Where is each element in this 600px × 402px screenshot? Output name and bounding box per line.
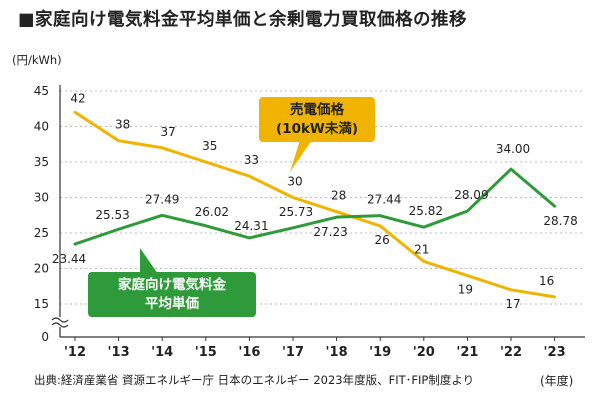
fit-callout-pointer	[290, 140, 312, 172]
source-note: 出典:経済産業省 資源エネルギー庁 日本のエネルギー 2023年度版、FIT･F…	[34, 373, 475, 387]
fit-data-label: 33	[244, 153, 259, 167]
fit-data-label: 28	[331, 189, 346, 203]
elec-data-label: 26.02	[195, 205, 229, 219]
y-tick-label: 30	[34, 191, 49, 205]
y-tick-label: 20	[34, 262, 49, 276]
fit-data-label: 17	[505, 297, 520, 311]
fit-data-label: 38	[115, 118, 130, 132]
fit-callout-box	[259, 97, 375, 142]
x-tick-label: '20	[413, 345, 435, 360]
elec-callout-box	[88, 272, 256, 317]
elec-data-label: 28.09	[454, 188, 488, 202]
fit-data-label: 42	[70, 91, 85, 105]
elec-data-label: 25.73	[279, 205, 313, 219]
y-tick-label: 0	[41, 330, 49, 344]
x-tick-label: '18	[326, 345, 348, 360]
elec-data-label: 27.44	[367, 193, 401, 207]
axis-break-mark	[51, 322, 69, 328]
elec-data-label: 27.49	[145, 192, 179, 206]
elec-data-label: 28.78	[543, 214, 577, 228]
electricity-price-line	[73, 167, 557, 246]
fit-data-label: 30	[287, 175, 302, 189]
x-tick-label: '15	[195, 345, 217, 360]
elec-data-label: 34.00	[496, 142, 530, 156]
y-tick-label: 35	[34, 155, 49, 169]
x-tick-label: '16	[238, 345, 260, 360]
data-labels: 42 38 37 35 33 30 28 26 21 19 17 16 23.44 25.53 27.49 2…	[52, 91, 578, 310]
y-tick-label: 15	[34, 297, 49, 311]
fit-data-label: 26	[375, 233, 390, 247]
x-tick-label: '12	[64, 345, 86, 360]
series-callouts: 売電価格 (10kW未満) 家庭向け電気料金平均単価	[88, 97, 375, 317]
elec-data-label: 25.82	[409, 204, 443, 218]
fit-data-label: 35	[202, 139, 217, 153]
y-unit-label: (円/kWh)	[12, 53, 62, 67]
x-tick-label: '19	[369, 345, 391, 360]
fit-callout-label: 売電価格	[290, 101, 344, 118]
fit-data-label: 19	[458, 283, 473, 297]
elec-data-label: 24.31	[234, 219, 268, 233]
y-tick-label: 40	[34, 120, 49, 134]
x-tick-label: '14	[151, 345, 173, 360]
fit-data-label: 37	[161, 125, 176, 139]
fit-data-label: 21	[414, 242, 429, 256]
x-unit-label: (年度)	[540, 374, 574, 388]
elec-data-label: 27.23	[313, 225, 347, 239]
axis-break-mark	[51, 317, 69, 323]
x-tick-label: '23	[544, 345, 566, 360]
axis-break-gap	[52, 317, 68, 327]
fit-callout-label: (10kW未満)	[276, 120, 358, 137]
elec-data-label: 23.44	[52, 252, 86, 266]
elec-data-label: 25.53	[95, 208, 129, 222]
y-tick-label: 25	[34, 226, 49, 240]
x-tick-label: '21	[456, 345, 478, 360]
y-tick-label: 45	[34, 84, 49, 98]
x-tick-label: '22	[500, 345, 522, 360]
x-tick-label: '13	[108, 345, 130, 360]
elec-callout-label: 平均単価	[145, 295, 199, 312]
elec-callout-label: 家庭向け電気料金	[118, 276, 226, 293]
series-lines	[73, 110, 557, 299]
fit-price-line	[73, 110, 557, 299]
axes: 0 15 20 25 30 35 40 45 '12 '13 '14 '15 '16 '17 '18 '19 '…	[34, 84, 585, 360]
chart-title: ■家庭向け電気料金平均単価と余剰電力買取価格の推移	[18, 10, 468, 30]
fit-data-label: 16	[539, 274, 554, 288]
x-tick-label: '17	[282, 345, 304, 360]
elec-callout-pointer	[140, 248, 158, 274]
